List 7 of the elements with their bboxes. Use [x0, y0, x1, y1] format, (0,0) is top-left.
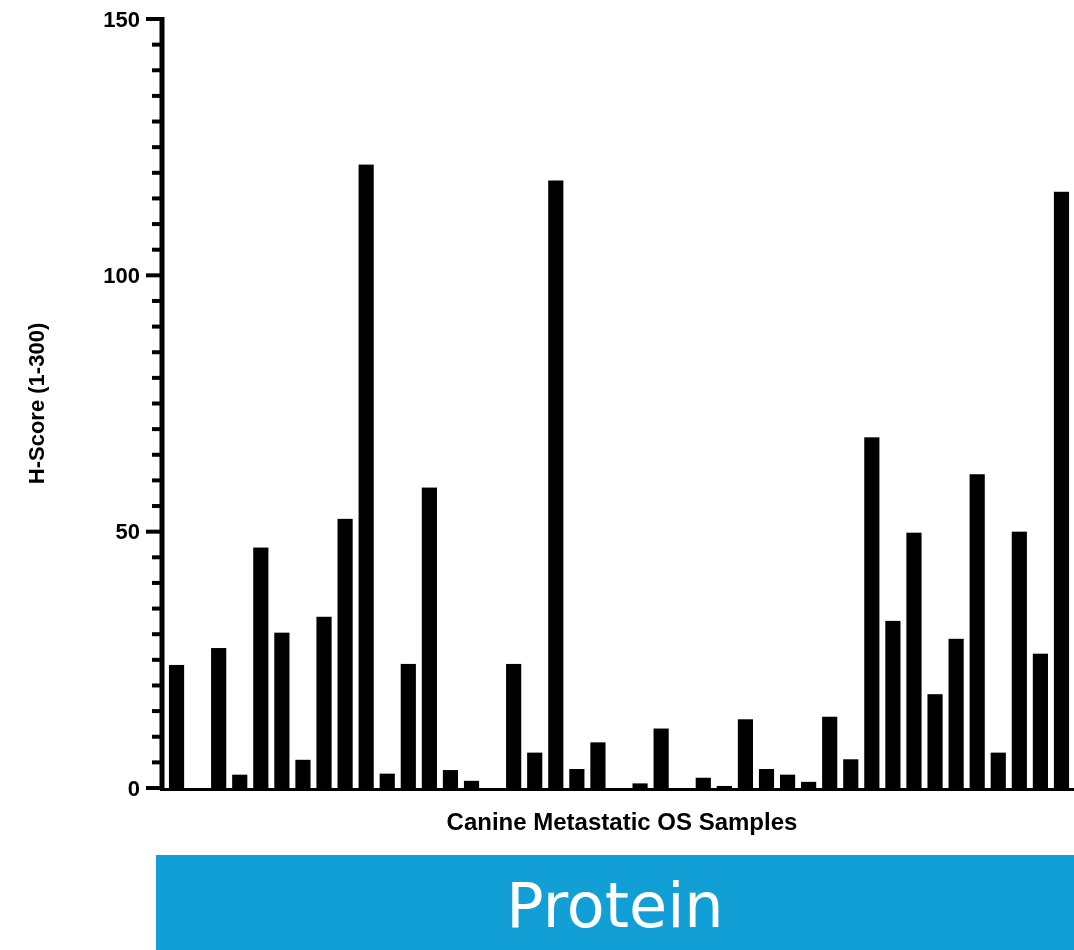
y-tick-label: 100	[103, 263, 140, 289]
y-tick-label: 0	[127, 775, 140, 801]
y-axis-title: H-Score (1-300)	[24, 322, 49, 485]
y-tick-label: 150	[103, 6, 140, 32]
y-tick-label: 50	[115, 519, 140, 545]
x-axis-title: Canine Metastatic OS Samples	[446, 808, 798, 835]
text: Protein	[506, 868, 724, 942]
